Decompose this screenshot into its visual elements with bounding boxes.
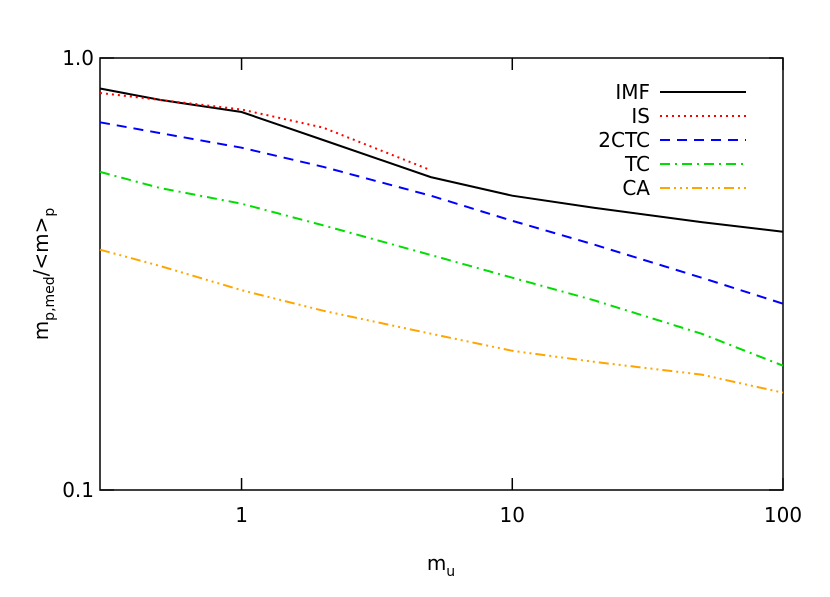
x-label-main: m [427, 551, 446, 575]
x-tick-label: 10 [500, 503, 525, 527]
legend-label: IS [631, 104, 650, 128]
legend-label: IMF [615, 80, 650, 104]
series-line [99, 121, 784, 305]
legend-label: CA [622, 176, 650, 200]
x-label-sub: u [446, 564, 455, 580]
y-tick-label: 1.0 [62, 46, 94, 70]
x-tick-label: 1 [235, 503, 248, 527]
y-label-sub: p [42, 208, 58, 217]
series-line [99, 170, 784, 367]
series-line [99, 87, 784, 233]
y-axis-label: mp,med/<m>p [29, 208, 58, 341]
legend-label: TC [624, 152, 650, 176]
legend-label: 2CTC [598, 128, 650, 152]
y-label-sub: p,med [42, 276, 58, 320]
series-line [99, 92, 432, 172]
plot-frame [99, 57, 784, 491]
x-axis-label: mu [427, 551, 455, 580]
y-tick-label: 0.1 [62, 478, 94, 502]
x-tick-label: 100 [764, 503, 802, 527]
y-label-main: /<m> [29, 217, 53, 277]
series-line [99, 248, 784, 394]
y-label-main: m [29, 321, 53, 340]
